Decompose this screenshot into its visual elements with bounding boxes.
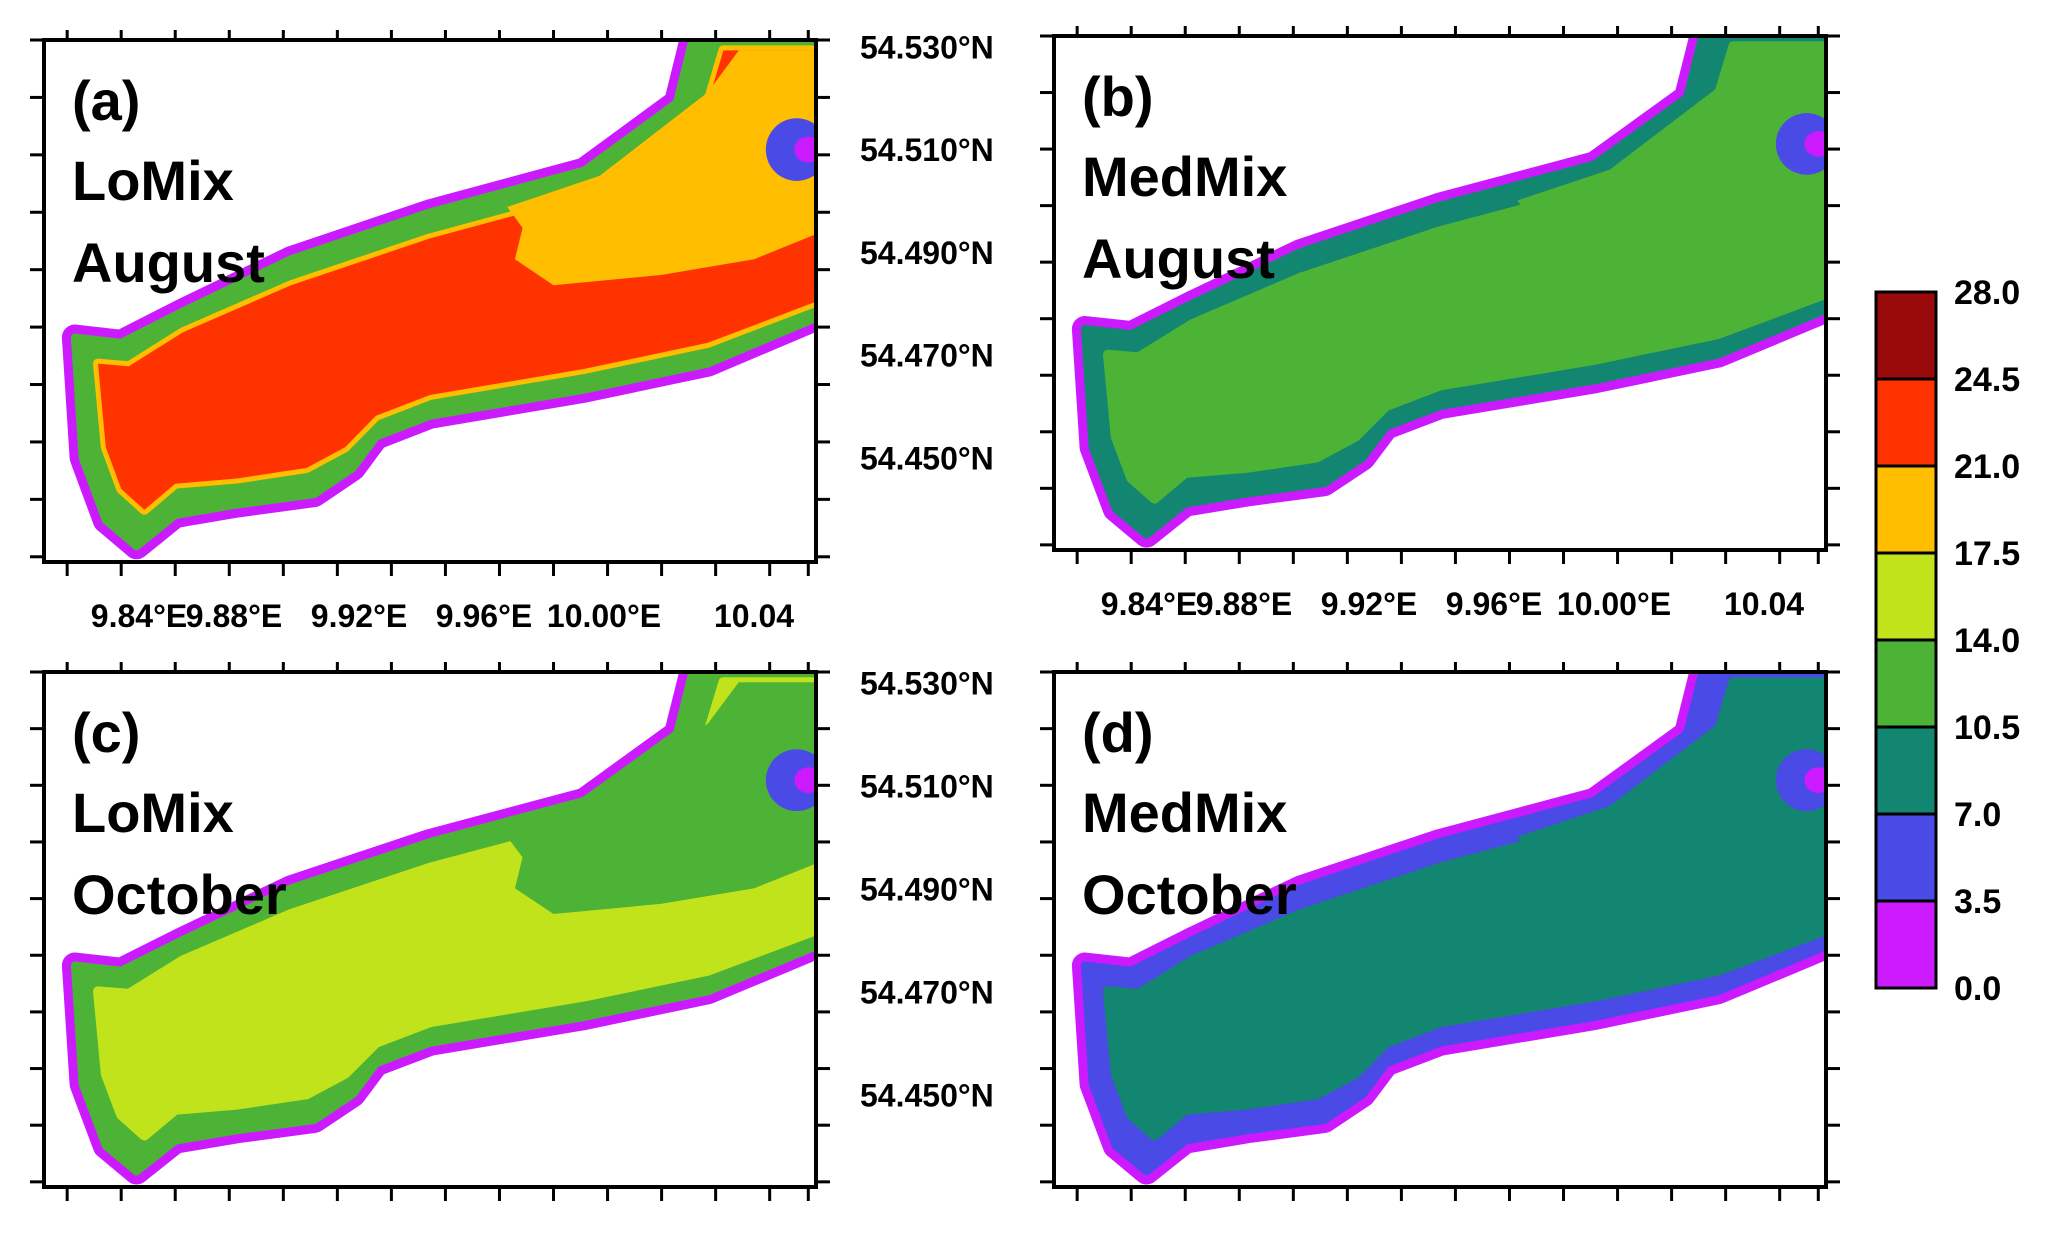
- ticks-layer: 9.84°E9.88°E 9.92°E 9.96°E 10.00°E 10.04 9.84…: [30, 26, 1840, 1201]
- colorbar-tick-label: 24.5: [1954, 361, 2020, 399]
- panel-frame: [1052, 670, 1828, 1189]
- east-pocket: [765, 749, 816, 812]
- y-tick-label: 54.450°N: [860, 440, 994, 476]
- colorbar-segment: [1874, 551, 1938, 642]
- colorbar-segment: [1874, 899, 1938, 990]
- panel-scenario: LoMix: [72, 149, 234, 212]
- x-tick-label: 9.84°E: [91, 598, 187, 634]
- map-field: [1071, 36, 1826, 548]
- y-tick-label: 54.490°N: [860, 871, 994, 907]
- x-tick-label: 9.88°E: [1196, 586, 1292, 622]
- x-tick-label: 10.00°E: [1557, 586, 1671, 622]
- y-tick-label: 54.450°N: [860, 1077, 994, 1113]
- y-tick-label: 54.510°N: [860, 132, 994, 168]
- x-tick-label: 10.00°E: [547, 598, 661, 634]
- northeast-region: [507, 50, 816, 286]
- y-tick-label: 54.530°N: [860, 29, 994, 65]
- northeast-region: [1517, 682, 1826, 914]
- northeast-region: [1517, 46, 1826, 278]
- panel-scenario: MedMix: [1082, 145, 1287, 208]
- panel-scenario: LoMix: [72, 781, 234, 844]
- east-pocket: [1775, 113, 1826, 175]
- panel-month: October: [72, 863, 287, 926]
- colorbar-segment: [1874, 377, 1938, 468]
- colorbar-tick-label: 10.5: [1954, 709, 2020, 747]
- y-tick-label: 54.510°N: [860, 768, 994, 804]
- panel-frame: [42, 670, 818, 1189]
- panel-label: (d): [1082, 701, 1154, 764]
- map-field: [61, 40, 816, 560]
- east-pocket: [1775, 749, 1826, 812]
- x-tick-label: 9.96°E: [436, 598, 532, 634]
- east-pocket-core: [1804, 767, 1826, 794]
- colorbar-tick-label: 21.0: [1954, 448, 2020, 486]
- panel-label: (c): [72, 701, 140, 764]
- x-tick-label: 10.04: [714, 598, 794, 634]
- x-tick-label: 9.92°E: [311, 598, 407, 634]
- panel-d: (d) MedMix October: [1052, 670, 1828, 1189]
- colorbar-segment: [1874, 812, 1938, 903]
- panel-month: August: [1082, 227, 1275, 290]
- colorbar-tick-label: 17.5: [1954, 535, 2020, 573]
- panel-b: (b) MedMix August: [1052, 34, 1828, 552]
- east-pocket: [765, 118, 816, 181]
- colorbar-segment: [1874, 725, 1938, 816]
- panel-frame: [1052, 34, 1828, 552]
- panel-frame: [42, 38, 818, 564]
- y-tick-label: 54.490°N: [860, 235, 994, 271]
- east-pocket-core: [794, 136, 816, 163]
- panel-label: (a): [72, 69, 140, 132]
- y-tick-label: 54.470°N: [860, 338, 994, 374]
- colorbar: 28.0 24.5 21.0 17.5 14.0 10.5 7.0 3.5 0.0: [1874, 274, 2020, 1008]
- panel-month: October: [1082, 863, 1297, 926]
- colorbar-tick-label: 7.0: [1954, 796, 2001, 834]
- colorbar-segment: [1874, 290, 1938, 381]
- y-tick-label: 54.470°N: [860, 974, 994, 1010]
- panel-scenario: MedMix: [1082, 781, 1287, 844]
- east-pocket-core: [1804, 131, 1826, 157]
- x-tick-label: 9.84°E: [1101, 586, 1197, 622]
- panels-layer: (a) LoMix August (b) MedMix August (c) LoMix Oct…: [42, 34, 1828, 1189]
- colorbar-tick-label: 14.0: [1954, 622, 2020, 660]
- panel-a: (a) LoMix August: [42, 38, 818, 564]
- map-field: [61, 672, 816, 1185]
- northeast-region: [507, 682, 816, 914]
- east-pocket-core: [794, 767, 816, 794]
- colorbar-tick-label: 0.0: [1954, 970, 2001, 1008]
- panel-c: (c) LoMix October: [42, 670, 818, 1189]
- x-tick-label: 9.88°E: [186, 598, 282, 634]
- panel-label: (b): [1082, 65, 1154, 128]
- colorbar-segment: [1874, 638, 1938, 729]
- x-tick-label: 9.92°E: [1321, 586, 1417, 622]
- x-tick-label: 9.96°E: [1446, 586, 1542, 622]
- colorbar-tick-label: 3.5: [1954, 883, 2001, 921]
- panel-month: August: [72, 231, 265, 294]
- map-field: [1071, 672, 1826, 1185]
- x-tick-label: 10.04: [1724, 586, 1804, 622]
- colorbar-tick-label: 28.0: [1954, 274, 2020, 312]
- colorbar-segment: [1874, 464, 1938, 555]
- y-tick-label: 54.530°N: [860, 665, 994, 701]
